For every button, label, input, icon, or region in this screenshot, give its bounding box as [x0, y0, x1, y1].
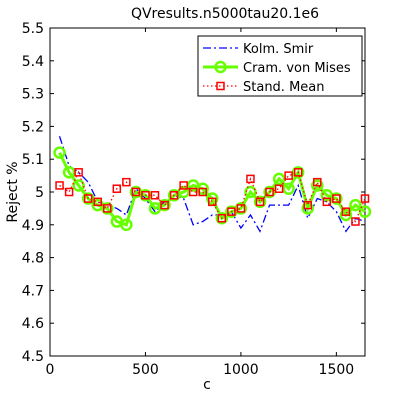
x-tick-label: 1500 — [319, 362, 355, 378]
data-point — [179, 181, 188, 190]
data-point — [341, 207, 351, 216]
legend-label: Kolm. Smir — [243, 42, 314, 57]
data-point — [101, 202, 114, 215]
data-point — [291, 166, 305, 179]
data-point — [83, 194, 93, 203]
data-point — [196, 182, 209, 195]
data-point — [93, 197, 102, 207]
data-point — [177, 185, 190, 199]
data-point — [313, 177, 322, 187]
data-point — [215, 211, 229, 225]
data-point — [360, 194, 370, 203]
y-tick-label: 5.2 — [22, 119, 44, 135]
data-point — [53, 146, 66, 159]
legend-marker — [216, 81, 225, 91]
data-point — [351, 217, 360, 226]
data-point — [64, 187, 74, 197]
y-tick-label: 4.7 — [22, 283, 44, 299]
data-point — [246, 174, 255, 184]
data-point — [282, 182, 295, 195]
series — [55, 168, 370, 226]
y-tick-label: 5 — [35, 185, 44, 201]
data-point — [322, 197, 332, 207]
data-point — [206, 192, 219, 205]
x-axis-label: c — [203, 377, 211, 393]
x-tick-label: 500 — [132, 362, 159, 378]
data-point — [169, 191, 179, 200]
data-point — [274, 184, 284, 193]
data-point — [284, 171, 293, 180]
data-point — [265, 187, 274, 197]
data-point — [272, 172, 286, 186]
y-tick-label: 4.9 — [22, 218, 44, 234]
axis-ticks: 0 500 1000 1500 4.5 4.6 4.7 4.8 4.9 5 5.1 5.2 5.3 5.4… — [22, 21, 365, 378]
data-point — [244, 185, 257, 199]
data-point — [120, 218, 133, 232]
data-point — [227, 207, 236, 216]
y-axis-label: Reject % — [5, 161, 21, 222]
data-point — [349, 198, 362, 212]
data-point — [311, 179, 324, 192]
data-point — [72, 179, 85, 192]
data-point — [234, 202, 248, 215]
data-point — [150, 191, 160, 200]
legend: Kolm. Smir Cram. von Mises Stand. Mean — [197, 35, 363, 97]
data-point — [188, 187, 198, 197]
data-point — [74, 168, 83, 177]
data-point — [303, 200, 312, 210]
data-point — [81, 192, 95, 205]
data-point — [141, 191, 150, 200]
y-tick-label: 5.1 — [22, 152, 44, 168]
legend-item: Kolm. Smir — [203, 42, 314, 57]
data-point — [332, 194, 341, 203]
y-tick-label: 4.6 — [22, 316, 44, 332]
data-point — [158, 198, 171, 212]
data-point — [112, 184, 122, 193]
legend-item: Cram. von Mises — [203, 60, 351, 76]
x-tick-label: 1000 — [223, 362, 259, 378]
data-point — [160, 200, 169, 210]
data-point — [122, 177, 131, 187]
data-point — [198, 187, 207, 197]
data-point — [103, 204, 112, 213]
y-tick-label: 4.8 — [22, 251, 44, 267]
data-point — [253, 195, 267, 209]
data-point — [55, 181, 64, 190]
data-point — [330, 192, 343, 205]
data-point — [131, 187, 141, 197]
data-point — [339, 208, 353, 222]
legend-label: Cram. von Mises — [243, 61, 351, 76]
data-point — [62, 166, 76, 179]
legend-label: Stand. Mean — [243, 80, 325, 95]
series-layer — [53, 136, 372, 233]
data-point — [263, 185, 276, 199]
data-point — [255, 197, 265, 207]
legend-item: Stand. Mean — [203, 80, 325, 95]
y-tick-label: 5.5 — [22, 21, 44, 37]
data-point — [293, 168, 303, 177]
data-point — [236, 204, 246, 213]
data-point — [217, 213, 227, 223]
y-tick-label: 5.3 — [22, 87, 44, 103]
data-point — [208, 197, 217, 207]
y-tick-label: 5.4 — [22, 54, 44, 70]
legend-marker — [214, 60, 227, 74]
y-tick-label: 4.5 — [22, 349, 44, 365]
x-tick-label: 0 — [46, 362, 55, 378]
chart-title: QVresults.n5000tau20.1e6 — [131, 6, 319, 22]
